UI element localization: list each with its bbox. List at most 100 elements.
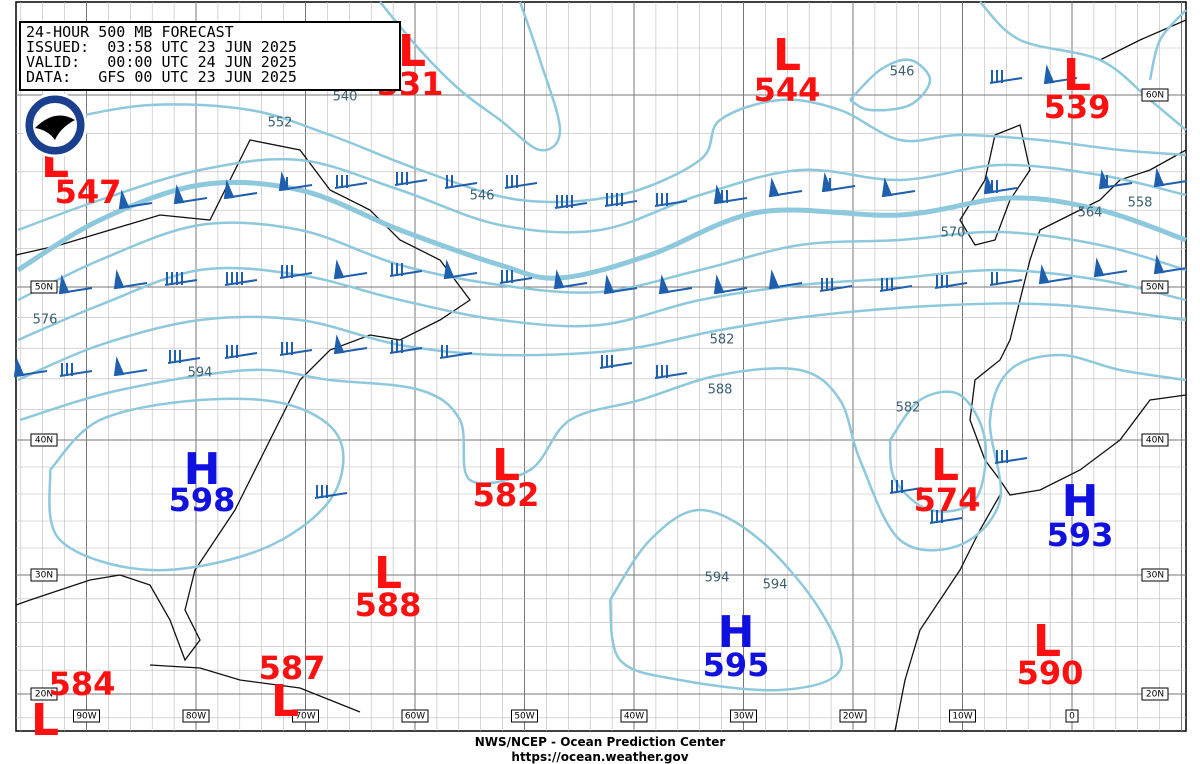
barb-staff — [314, 492, 348, 499]
center-value: 582 — [473, 476, 540, 514]
contour-label: 594 — [763, 578, 788, 593]
header-box: 24-HOUR 500 MB FORECAST ISSUED: 03:58 UT… — [19, 21, 401, 91]
center-symbol: L — [1063, 50, 1091, 101]
barb-flag — [821, 172, 833, 193]
africa-coast — [894, 494, 1001, 732]
center-symbol: H — [718, 607, 755, 658]
barb-staff — [389, 347, 423, 354]
axis-label-box — [730, 709, 757, 723]
center-value: 574 — [914, 481, 981, 519]
barb-flag — [1098, 169, 1110, 190]
center-value: 587 — [259, 649, 326, 687]
europe-coast — [969, 149, 1187, 496]
axis-label-box — [1141, 568, 1169, 582]
contour — [849, 58, 932, 112]
barb-staff — [879, 285, 913, 292]
contour-label: 546 — [470, 189, 495, 204]
contour-label: 594 — [705, 571, 730, 586]
barb-flag — [768, 177, 780, 198]
axis-label-box — [73, 709, 100, 723]
contour — [379, 1, 562, 152]
barb-flag — [113, 356, 125, 377]
barb-flag — [173, 184, 185, 205]
axis-label: 50W — [514, 712, 534, 722]
center-symbol: H — [1062, 476, 1099, 527]
barb-staff — [929, 517, 963, 524]
header-line: DATA: GFS 00 UTC 23 JUN 2025 — [26, 68, 297, 86]
axis-label-box — [182, 709, 210, 723]
barb-staff — [654, 200, 688, 207]
barb-staff — [279, 349, 313, 356]
contour-label: 594 — [188, 366, 213, 381]
axis-label: 10W — [952, 712, 972, 722]
axis-label: 30N — [35, 571, 53, 581]
contour-label: 540 — [333, 90, 358, 105]
barb-staff — [279, 272, 313, 279]
contour-label: 558 — [1128, 196, 1153, 211]
contour-label: 546 — [890, 65, 915, 80]
contour — [608, 508, 843, 692]
center-symbol: L — [374, 548, 402, 599]
axis-label: 40N — [1146, 436, 1164, 446]
caribbean-coast — [149, 664, 361, 713]
center-value: 544 — [754, 71, 821, 109]
contour — [17, 266, 1187, 342]
barb-flag — [713, 184, 725, 205]
axis-label: 70W — [295, 712, 315, 722]
axis-label-box — [1141, 433, 1169, 447]
contour-label: 564 — [1078, 206, 1103, 221]
barb-flag — [58, 274, 70, 295]
barb-flag — [1153, 254, 1165, 275]
contour — [17, 221, 1187, 302]
contour — [17, 302, 1187, 382]
axis-label-box — [1141, 88, 1169, 102]
header-line: ISSUED: 03:58 UTC 23 JUN 2025 — [26, 38, 297, 56]
axis-label-box — [30, 433, 58, 447]
axis-label: 30N — [1146, 571, 1164, 581]
barb-flag — [1038, 264, 1050, 285]
center-value: 588 — [355, 586, 422, 624]
contour — [17, 157, 1187, 234]
header-line: 24-HOUR 500 MB FORECAST — [26, 23, 234, 41]
barb-flag — [1093, 257, 1105, 278]
center-symbol: L — [31, 695, 59, 746]
barb-staff — [334, 182, 368, 189]
barb-flag — [983, 174, 995, 195]
barb-staff — [499, 277, 533, 284]
axis-label-box — [511, 709, 538, 723]
barb-staff — [59, 370, 93, 377]
center-symbol: L — [271, 676, 299, 727]
axis-label: 90W — [76, 712, 96, 722]
barb-flag — [1153, 167, 1165, 188]
axis-label: 50N — [1146, 283, 1164, 293]
barb-staff — [599, 362, 633, 369]
center-value: 595 — [703, 646, 770, 684]
axis-label-box — [401, 709, 429, 723]
axis-label-box — [30, 687, 58, 701]
center-value: 590 — [1017, 654, 1084, 692]
barb-flag — [13, 357, 25, 378]
barb-staff — [167, 357, 201, 364]
center-symbol: L — [492, 440, 520, 491]
barb-staff — [389, 270, 423, 277]
noaa-logo — [22, 92, 88, 158]
barb-staff — [224, 352, 258, 359]
contour-label: 570 — [941, 226, 966, 241]
barb-flag — [278, 171, 290, 192]
axis-label-box — [839, 709, 867, 723]
contour-labels: 552 540 546 546 564 558 570 576 582 588 … — [33, 65, 1153, 593]
barb-flag — [553, 269, 565, 290]
footer-line: https://ocean.weather.gov — [511, 750, 688, 764]
contour-label: 552 — [268, 116, 293, 131]
footer-line: NWS/NCEP - Ocean Prediction Center — [475, 735, 726, 749]
center-symbol: L — [773, 30, 801, 81]
axis-label-box — [1141, 280, 1169, 294]
center-symbol: L — [1033, 616, 1061, 667]
north-america-coast — [15, 139, 471, 662]
barb-staff — [934, 282, 968, 289]
axis-label: 30W — [733, 712, 753, 722]
barb-staff — [394, 179, 428, 186]
barb-staff — [444, 182, 478, 189]
center-value: 598 — [169, 481, 236, 519]
